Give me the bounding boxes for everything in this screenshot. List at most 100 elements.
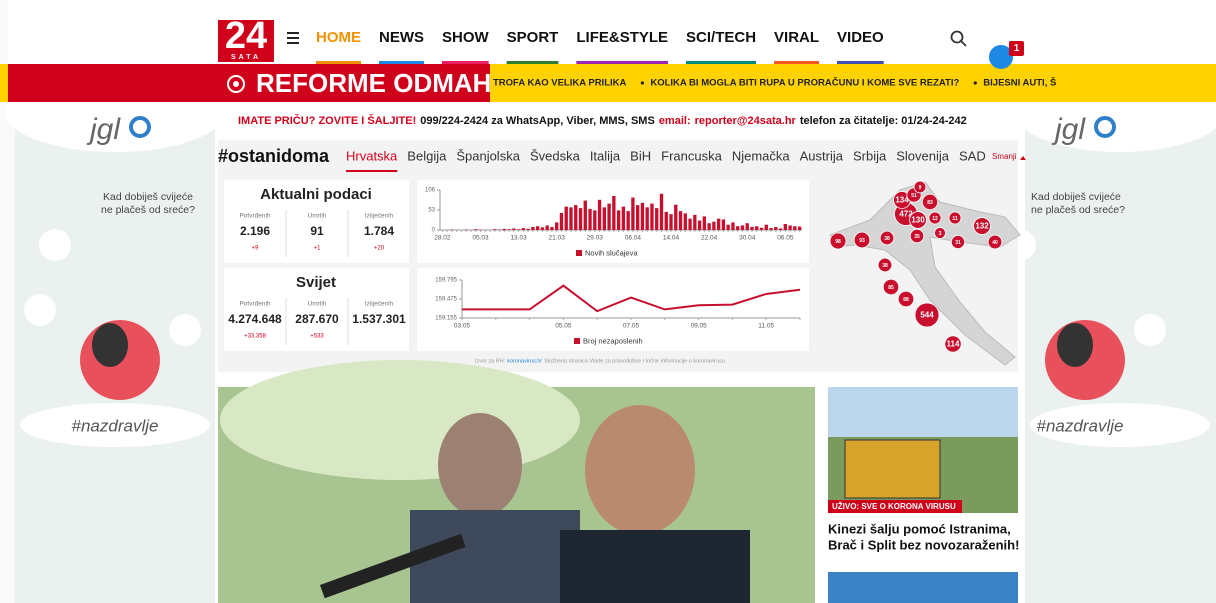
stat-value: 287.670	[295, 312, 339, 326]
bar	[612, 196, 616, 230]
nav-underline	[686, 61, 757, 64]
map-bubble	[909, 228, 925, 244]
map-count: 3	[939, 231, 942, 237]
ad-tagline: ne plačeš od sreće?	[1031, 204, 1125, 216]
covid-tab[interactable]: Belgija	[407, 148, 447, 163]
collapse-button[interactable]: Smanji	[992, 152, 1017, 161]
stat-label: Potvrđenih	[239, 301, 270, 308]
ad-brand[interactable]: jgl	[86, 113, 121, 146]
x-tick-label: 22.04	[701, 235, 718, 242]
covid-tab[interactable]: Francuska	[661, 148, 722, 163]
nav-item[interactable]: NEWS	[379, 29, 424, 46]
map-count: 40	[992, 240, 998, 246]
flower	[1134, 314, 1166, 346]
bar	[555, 222, 559, 230]
ad-brand[interactable]: jgl	[1051, 113, 1086, 146]
cloud	[20, 403, 210, 447]
bar	[659, 193, 664, 230]
y-tick-label: 106	[425, 188, 436, 194]
x-tick-label: 05.05	[555, 323, 572, 330]
covid-tab[interactable]: Hrvatska	[346, 148, 398, 163]
bar	[731, 222, 735, 230]
x-tick-label: 29.03	[587, 235, 604, 242]
ad-tagline: ne plačeš od sreće?	[101, 204, 195, 216]
search-icon[interactable]	[950, 30, 964, 44]
badge-count: 1	[1014, 43, 1020, 54]
bar	[712, 221, 716, 230]
source-link[interactable]: koronavirus.hr	[507, 358, 542, 364]
stat-title: Svijet	[296, 274, 336, 291]
article-label: UŽIVO: SVE O KORONA VIRUSU	[832, 502, 956, 511]
bar	[797, 226, 802, 230]
y-tick-label: 53	[428, 208, 435, 214]
nav-item[interactable]: SCI/TECH	[686, 29, 756, 46]
logo[interactable]: 24	[225, 15, 267, 57]
x-tick-label: 21.03	[549, 235, 566, 242]
map-count: 98	[835, 239, 841, 245]
ticker-item[interactable]: BIJESNI AUTI, Š	[983, 77, 1056, 89]
map-bubble	[944, 335, 962, 353]
covid-tab[interactable]: BiH	[630, 148, 651, 163]
menu-icon[interactable]	[287, 32, 299, 44]
y-tick-label: 0	[432, 228, 436, 234]
tipline-reader-phone: telefon za čitatelje: 01/24-24-242	[800, 115, 967, 127]
live-icon-dot	[233, 81, 239, 87]
bar	[721, 219, 726, 230]
covid-tab[interactable]: Njemačka	[732, 148, 791, 163]
x-tick-label: 14.04	[663, 235, 680, 242]
bar	[540, 227, 545, 230]
banner-title[interactable]: REFORME ODMAH	[256, 68, 491, 98]
nav-item[interactable]: VIRAL	[774, 29, 819, 46]
covid-tab[interactable]: Španjolska	[456, 148, 520, 163]
bar	[574, 205, 578, 230]
map-shape	[829, 181, 1021, 366]
map-bubble	[909, 211, 927, 229]
stat-change: +20	[374, 246, 385, 252]
map-count: 544	[920, 311, 934, 320]
user-icon[interactable]	[989, 45, 1013, 69]
bar	[693, 214, 697, 230]
covid-tab[interactable]: SAD	[959, 148, 986, 163]
covid-tab[interactable]: Italija	[590, 148, 621, 163]
search-icon	[960, 40, 967, 47]
nav-item[interactable]: VIDEO	[837, 29, 884, 46]
bar	[745, 223, 749, 230]
bar	[593, 210, 597, 230]
ad-hashtag[interactable]: #nazdravlje	[72, 416, 159, 435]
article-headline[interactable]: Kinezi šalju pomoć Istranima,	[828, 521, 1011, 536]
nav-item[interactable]: SPORT	[507, 29, 559, 46]
stat-change: +9	[252, 246, 260, 252]
covid-tab[interactable]: Austrija	[800, 148, 844, 163]
covid-tab[interactable]: Srbija	[853, 148, 887, 163]
tipline-email: reporter@24sata.hr	[695, 115, 797, 127]
ticker-item[interactable]: TROFA KAO VELIKA PRILIKA	[493, 78, 626, 89]
x-tick-label: 13.03	[510, 235, 527, 242]
x-tick-label: 09.05	[690, 323, 707, 330]
ticker-item[interactable]: KOLIKA BI MOGLA BITI RUPA U PRORAČUNU I …	[650, 77, 959, 89]
bar	[526, 228, 530, 230]
article-headline[interactable]: Brač i Split bez novozaraženih!	[828, 537, 1019, 552]
stat-value: 2.196	[240, 224, 270, 238]
map-bubble	[948, 211, 962, 225]
bar	[702, 216, 707, 230]
bar	[507, 229, 511, 230]
stat-label: Potvrđenih	[239, 213, 270, 220]
covid-tab[interactable]: Švedska	[530, 148, 581, 163]
y-tick-label: 159.155	[435, 316, 457, 322]
bar	[716, 218, 721, 230]
map-bubble	[934, 227, 946, 239]
nav-item[interactable]: HOME	[316, 29, 361, 46]
nav-item[interactable]: LIFE&STYLE	[576, 29, 668, 46]
photo-person	[585, 405, 695, 535]
bar	[602, 207, 606, 230]
ad-hashtag[interactable]: #nazdravlje	[1037, 416, 1124, 435]
stat-label: Izliječenih	[365, 213, 394, 220]
bar	[493, 229, 497, 230]
article-image-2[interactable]	[828, 572, 1018, 603]
stat-change: +33.358	[244, 334, 267, 340]
logo-box[interactable]	[218, 20, 274, 62]
stat-panel	[224, 180, 409, 263]
covid-tab[interactable]: Slovenija	[896, 148, 950, 163]
x-tick-label: 05.03	[472, 235, 489, 242]
nav-item[interactable]: SHOW	[442, 29, 490, 46]
